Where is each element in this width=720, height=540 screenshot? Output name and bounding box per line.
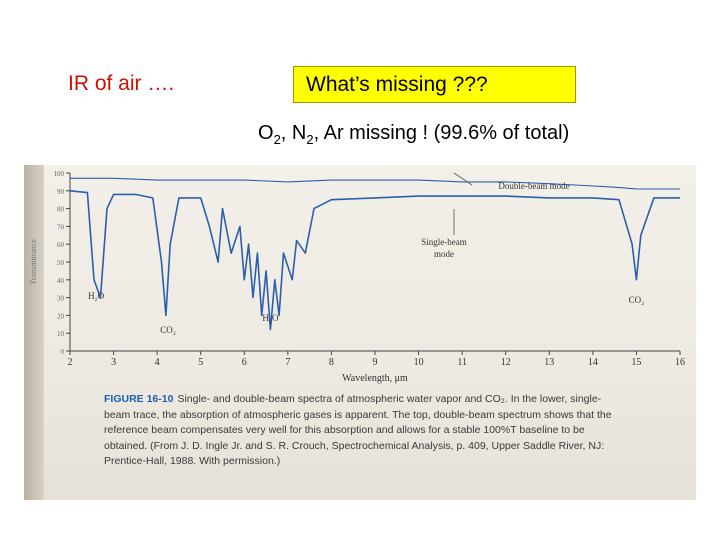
- x-tick-label: 12: [501, 357, 511, 368]
- page-binding-edge: [24, 165, 44, 500]
- x-tick-label: 5: [198, 357, 203, 368]
- y-tick-label: 90: [57, 188, 65, 196]
- x-tick-label: 16: [675, 357, 685, 368]
- caption-label: FIGURE 16-10: [104, 393, 174, 405]
- y-tick-label: 80: [57, 206, 65, 214]
- x-tick-label: 8: [329, 357, 334, 368]
- figure-caption: FIGURE 16-10 Single- and double-beam spec…: [104, 392, 624, 470]
- y-tick-label: 20: [57, 312, 65, 320]
- annotation-co2-1: CO₂: [160, 325, 176, 335]
- annotation-arrow-double: [453, 172, 473, 186]
- y-axis-label: Transmittance: [29, 239, 38, 285]
- x-axis-label: Wavelength, μm: [342, 373, 408, 384]
- ir-spectrum-chart: 0 10 20 30 40 50 60 70 80 90 100 Transmittance 2 3 4 5 6…: [29, 170, 685, 384]
- annotation-single-beam-mode: mode: [434, 249, 454, 259]
- x-tick-label: 15: [631, 357, 641, 368]
- slide-title: IR of air ….: [68, 72, 175, 95]
- double-beam-trace: [70, 177, 680, 190]
- annotation-h2o-1: H₂O: [88, 291, 105, 301]
- annotation-h2o-2: H₂O: [262, 313, 279, 323]
- x-tick-label: 14: [588, 357, 598, 368]
- x-tick-label: 13: [544, 357, 554, 368]
- x-tick-label: 2: [68, 357, 73, 368]
- single-beam-trace: [69, 190, 680, 331]
- y-tick-label: 100: [54, 170, 65, 178]
- y-tick-label: 10: [57, 330, 65, 338]
- question-box: What’s missing ???: [293, 66, 576, 103]
- x-tick-label: 6: [242, 357, 247, 368]
- x-tick-label: 4: [155, 357, 160, 368]
- y-tick-label: 40: [57, 277, 65, 285]
- annotation-single-beam: Single-beam: [421, 237, 467, 247]
- x-tick-label: 10: [414, 357, 424, 368]
- y-tick-label: 60: [57, 241, 65, 249]
- y-tick-label: 0: [61, 348, 65, 356]
- y-tick-label: 30: [57, 295, 65, 303]
- x-tick-label: 9: [373, 357, 378, 368]
- scanned-figure: [24, 165, 696, 500]
- y-tick-label: 70: [57, 223, 65, 231]
- annotation-co2-2: CO₂: [629, 295, 645, 305]
- x-tick-label: 3: [111, 357, 116, 368]
- question-text: What’s missing ???: [306, 73, 488, 96]
- x-tick-label: 7: [285, 357, 290, 368]
- caption-body: Single- and double-beam spectra of atmos…: [104, 393, 612, 467]
- answer-text: O2, N2, Ar missing ! (99.6% of total): [258, 122, 570, 147]
- x-tick-label: 11: [457, 357, 467, 368]
- y-tick-label: 50: [57, 259, 65, 267]
- annotation-double-beam: Double-beam mode: [498, 181, 569, 191]
